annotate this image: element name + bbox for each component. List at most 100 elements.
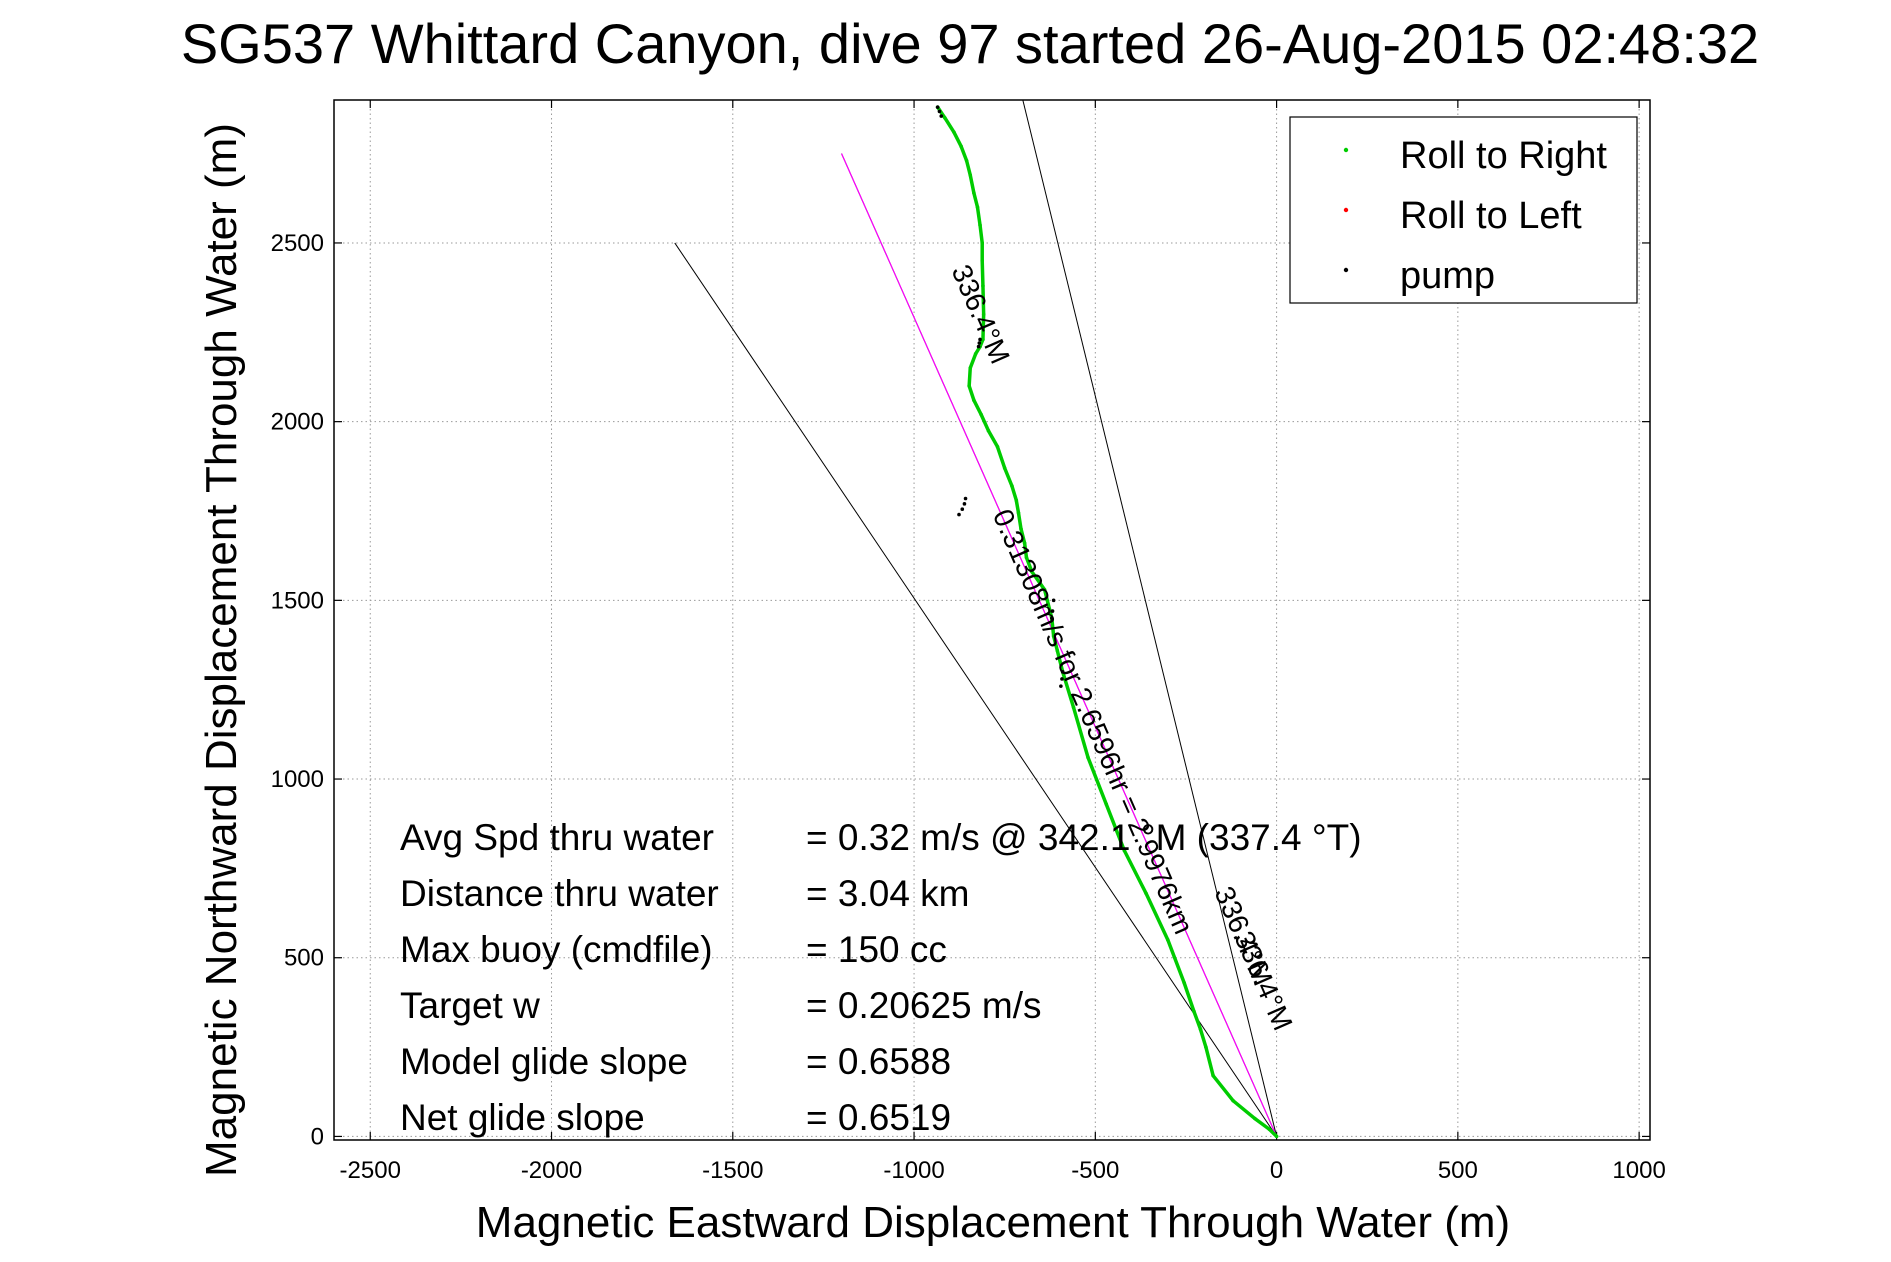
- legend-marker: [1343, 207, 1349, 213]
- roll-to-right-point: [968, 173, 973, 177]
- legend-label: Roll to Right: [1400, 135, 1607, 177]
- roll-to-right-point: [1042, 587, 1047, 592]
- y-tick-label: 1500: [271, 587, 324, 614]
- x-tick-label: -500: [1071, 1157, 1119, 1184]
- pump-point: [976, 344, 981, 349]
- y-tick-label: 2000: [271, 409, 324, 436]
- pump-point: [1050, 609, 1055, 613]
- roll-to-right-point: [980, 259, 985, 263]
- series-layer: [935, 105, 1279, 1139]
- roll-to-right-point: [973, 351, 978, 356]
- x-tick-label: 0: [1270, 1157, 1283, 1184]
- pump-point: [957, 512, 961, 517]
- stats-block: Avg Spd thru water = 0.32 m/s @ 342.1 °M …: [400, 817, 1362, 1138]
- x-tick-label: 1000: [1612, 1157, 1665, 1184]
- roll-to-right-point: [981, 312, 986, 317]
- roll-to-right-point: [1016, 510, 1021, 515]
- roll-to-right-point: [1086, 755, 1090, 760]
- roll-to-right-point: [959, 144, 963, 149]
- roll-to-right-point: [986, 428, 991, 433]
- roll-to-right-point: [1166, 938, 1170, 942]
- reference-line: [674, 242, 1278, 1137]
- plot-frame: [333, 99, 1651, 1141]
- pump-point: [960, 507, 965, 512]
- ticks-layer: -2500 -2000 -1500 -1000 -500 0 500 1000 0 500 1000…: [271, 100, 1666, 1184]
- stat-value: = 150 cc: [806, 929, 947, 970]
- roll-to-right-point: [978, 223, 982, 227]
- legend-label: Roll to Left: [1400, 195, 1582, 237]
- stat-label: Distance thru water: [400, 873, 719, 914]
- roll-to-right-point: [1253, 1116, 1257, 1121]
- legend-label: pump: [1400, 255, 1495, 297]
- stat-label: Avg Spd thru water: [400, 817, 714, 858]
- roll-to-right-point: [1010, 484, 1014, 488]
- pump-point: [1050, 616, 1054, 621]
- y-tick-label: 0: [311, 1123, 324, 1150]
- roll-to-right-point: [1071, 705, 1076, 710]
- pump-point: [937, 109, 942, 114]
- roll-to-right-point: [980, 241, 985, 245]
- roll-to-right-point: [1274, 1134, 1279, 1139]
- stat-label: Target w: [400, 985, 540, 1026]
- roll-to-right-point: [1144, 891, 1148, 896]
- pump-point: [1059, 684, 1063, 688]
- chart-title: SG537 Whittard Canyon, dive 97 started 2…: [181, 12, 1759, 75]
- pump-point: [977, 341, 982, 345]
- roll-to-right-point: [1211, 1073, 1215, 1078]
- roll-to-right-point: [981, 284, 985, 288]
- legend: Roll to Right Roll to Left pump: [1289, 116, 1638, 304]
- y-tick-label: 500: [284, 945, 324, 972]
- roll-to-right-point: [979, 412, 983, 417]
- x-tick-label: -1000: [883, 1157, 944, 1184]
- reference-line: [1022, 99, 1278, 1137]
- roll-to-right-point: [943, 116, 947, 120]
- roll-to-right-point: [1002, 466, 1007, 470]
- roll-to-right-point: [1014, 498, 1019, 503]
- reference-lines: [674, 99, 1278, 1137]
- roll-to-right-point: [975, 205, 980, 210]
- roll-to-right-point: [1024, 555, 1029, 560]
- roll-to-right-point: [1192, 1009, 1196, 1014]
- x-tick-label: -2000: [521, 1157, 582, 1184]
- roll-to-right-point: [1267, 1127, 1272, 1132]
- roll-to-right-point: [1231, 1098, 1235, 1103]
- roll-to-right-point: [981, 337, 985, 342]
- x-tick-label: -2500: [340, 1157, 401, 1184]
- stat-label: Max buoy (cmdfile): [400, 929, 713, 970]
- roll-to-right-point: [967, 384, 971, 388]
- roll-to-right-point: [1182, 980, 1186, 985]
- x-tick-label: -1500: [702, 1157, 763, 1184]
- pump-point: [978, 337, 982, 342]
- roll-to-right-point: [1104, 802, 1108, 806]
- roll-to-right-point: [952, 130, 956, 134]
- roll-to-right-point: [1055, 648, 1060, 653]
- roll-to-right-point: [1051, 634, 1056, 638]
- roll-to-right-point: [972, 191, 976, 195]
- stat-value: = 3.04 km: [806, 873, 970, 914]
- legend-marker: [1343, 147, 1349, 153]
- y-tick-label: 2500: [271, 230, 324, 257]
- x-axis-label: Magnetic Eastward Displacement Through W…: [476, 1198, 1510, 1247]
- roll-to-right-point: [964, 158, 969, 163]
- pump-point: [962, 502, 967, 506]
- roll-to-right-point: [972, 398, 976, 403]
- roll-to-right-point: [1204, 1045, 1208, 1049]
- reference-line: [840, 153, 1278, 1137]
- y-tick-label: 1000: [271, 766, 324, 793]
- roll-to-right-point: [968, 366, 973, 370]
- pump-point: [935, 105, 940, 109]
- roll-to-right-point: [1022, 541, 1027, 545]
- roll-to-right-point: [1122, 848, 1127, 853]
- roll-to-right-point: [995, 444, 1000, 449]
- roll-to-right-point: [1019, 527, 1023, 531]
- x-tick-label: 500: [1438, 1157, 1478, 1184]
- roll-to-right-point: [1198, 1027, 1203, 1032]
- stat-value: = 0.6588: [806, 1041, 951, 1082]
- stat-value: = 0.20625 m/s: [806, 985, 1042, 1026]
- pump-point: [1060, 670, 1065, 674]
- pump-point: [939, 114, 944, 118]
- pump-point: [1051, 598, 1056, 603]
- pump-point: [963, 496, 968, 501]
- stat-value: = 0.6519: [806, 1097, 951, 1138]
